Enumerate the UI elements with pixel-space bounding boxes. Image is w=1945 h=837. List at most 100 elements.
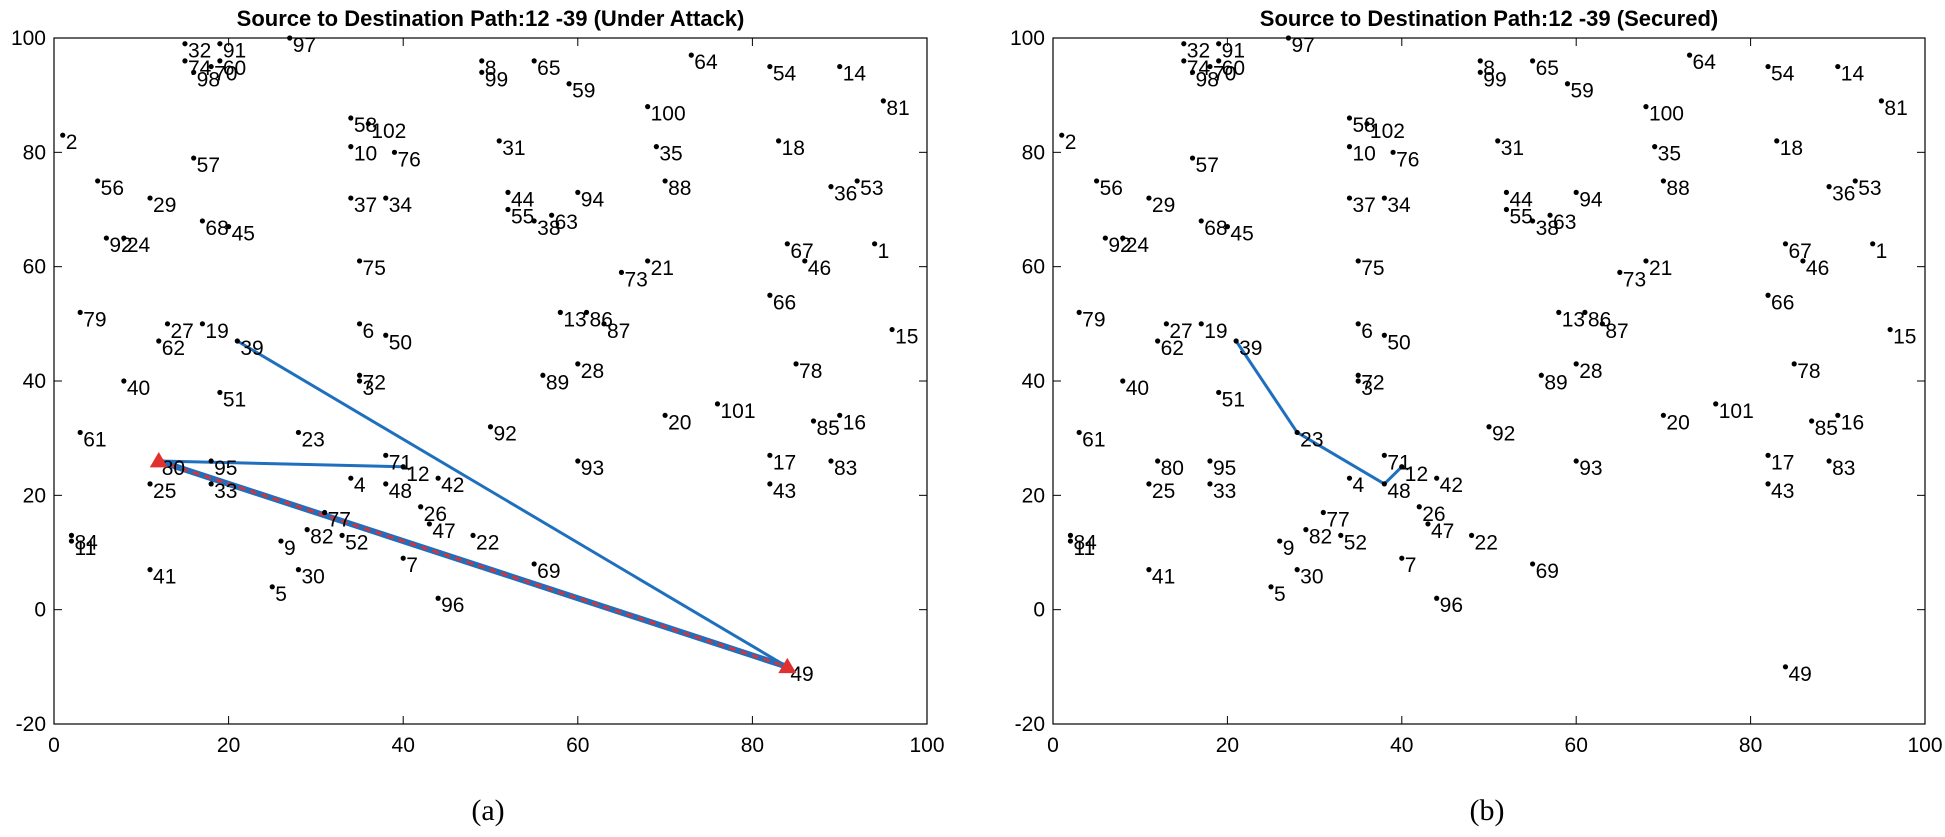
node-point	[77, 429, 83, 436]
node-label: 66	[1771, 291, 1794, 314]
node-label: 92	[494, 423, 517, 446]
node-point	[767, 292, 773, 298]
node-point	[1277, 538, 1283, 544]
node-point	[1573, 189, 1579, 195]
node-label: 60	[223, 57, 246, 80]
node-label: 9	[1283, 537, 1295, 560]
node-label: 81	[886, 97, 909, 120]
node-point	[1155, 458, 1161, 464]
node-label: 56	[1100, 177, 1123, 200]
node-point	[1120, 378, 1126, 384]
node-label: 66	[773, 291, 796, 314]
node-label: 31	[1501, 137, 1524, 160]
y-tick-label: 100	[11, 27, 46, 50]
node-label: 45	[1230, 223, 1253, 246]
node-point	[1468, 532, 1475, 538]
node-label: 98	[197, 68, 220, 91]
node-label: 64	[1693, 51, 1717, 74]
node-label: 78	[1797, 360, 1820, 383]
node-point	[1495, 138, 1501, 144]
node-point	[479, 69, 485, 75]
node-label: 26	[424, 503, 447, 526]
node-point	[531, 561, 537, 567]
node-label: 8	[1483, 57, 1495, 80]
node-label: 91	[1222, 40, 1245, 63]
node-label: 97	[293, 34, 316, 57]
node-label: 92	[1108, 234, 1131, 257]
node-point	[356, 321, 363, 327]
node-label: 46	[808, 257, 831, 280]
x-tick-label: 60	[566, 734, 589, 757]
node-point	[77, 309, 83, 315]
node-label: 28	[581, 360, 604, 383]
node-point	[880, 98, 886, 104]
node-point	[479, 58, 485, 64]
node-point	[575, 458, 581, 464]
node-point	[1564, 81, 1571, 87]
node-label: 102	[371, 120, 406, 143]
node-point	[1416, 504, 1422, 510]
y-tick-label: -20	[1015, 713, 1045, 736]
node-point	[1381, 195, 1387, 201]
node-label: 82	[310, 526, 333, 549]
route-path	[1234, 340, 1403, 486]
node-label: 52	[1344, 531, 1367, 554]
node-label: 7	[1405, 554, 1417, 577]
node-label: 85	[817, 417, 840, 440]
node-point	[1486, 424, 1492, 430]
node-point	[383, 481, 389, 487]
node-point	[1216, 389, 1222, 396]
node-point	[1809, 418, 1815, 424]
node-label: 36	[834, 183, 857, 206]
node-label: 73	[1623, 268, 1646, 291]
attack-marker	[149, 452, 168, 468]
node-point	[1102, 235, 1108, 241]
node-label: 3	[363, 377, 375, 400]
node-point	[217, 389, 223, 396]
node-label: 22	[476, 531, 499, 554]
node-label: 71	[389, 451, 412, 474]
node-point	[1346, 144, 1353, 150]
node-label: 48	[389, 480, 412, 503]
node-point	[1076, 309, 1082, 315]
node-label: 37	[354, 194, 377, 217]
node-label: 80	[162, 457, 185, 480]
node-label: 46	[1806, 257, 1829, 280]
node-point	[199, 218, 206, 224]
node-point	[1765, 481, 1771, 487]
node-point	[339, 532, 345, 538]
node-point	[1599, 321, 1605, 327]
node-point	[1346, 115, 1353, 121]
node-point	[1146, 481, 1152, 487]
node-point	[304, 527, 310, 533]
node-label: 14	[1841, 63, 1865, 86]
node-label: 49	[1788, 663, 1811, 686]
node-label: 72	[1361, 371, 1384, 394]
node-label: 76	[1396, 148, 1419, 171]
node-label: 71	[1387, 451, 1410, 474]
node-label: 10	[1352, 143, 1375, 166]
node-point	[872, 241, 878, 247]
node-point	[1477, 69, 1483, 75]
node-label: 65	[537, 57, 560, 80]
node-label: 30	[301, 566, 324, 589]
node-label: 25	[153, 480, 176, 503]
node-label: 61	[1082, 428, 1105, 451]
node-label: 37	[1352, 194, 1375, 217]
node-label: 40	[1126, 377, 1149, 400]
node-point	[1364, 121, 1370, 127]
node-point	[1425, 521, 1431, 527]
node-point	[557, 309, 563, 315]
node-point	[1355, 378, 1361, 384]
attack-path	[158, 459, 788, 669]
node-label: 82	[1309, 526, 1332, 549]
node-label: 77	[1326, 508, 1349, 531]
node-point	[1146, 567, 1152, 573]
node-label: 19	[205, 320, 228, 343]
x-tick-label: 60	[1565, 734, 1588, 757]
node-point	[1887, 326, 1893, 333]
node-label: 2	[1065, 131, 1077, 154]
node-label: 6	[1361, 320, 1373, 343]
y-tick-label: 40	[1022, 370, 1045, 393]
